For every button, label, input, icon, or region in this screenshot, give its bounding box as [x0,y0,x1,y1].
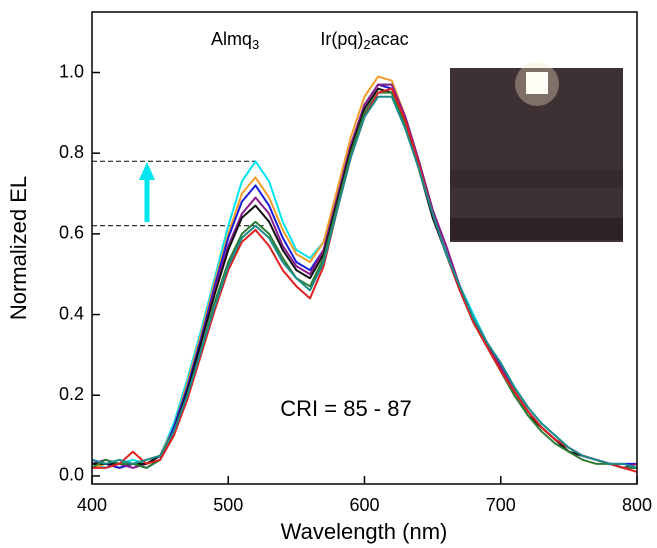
plot-frame [91,11,638,485]
annotation-text: Almq [211,29,252,49]
y-tick-label: 0.0 [59,465,84,485]
annotation-text: acac [371,29,409,49]
cri-label: CRI = 85 - 87 [280,396,411,421]
x-tick-label: 600 [349,495,379,515]
x-tick-label: 500 [213,495,243,515]
x-tick-label: 800 [622,495,652,515]
y-axis-label: Normalized EL [6,176,31,320]
y-tick-label: 0.2 [59,384,84,404]
y-tick-label: 1.0 [59,61,84,81]
cri-arrow [139,162,155,222]
annotation-text: Ir(pq) [320,29,363,49]
x-tick-label: 700 [486,495,516,515]
x-axis-label: Wavelength (nm) [281,519,448,544]
inset-photo [450,62,623,242]
annotation: Ir(pq)2acac [320,29,408,53]
annotation-subscript: 3 [252,38,259,53]
annotation-subscript: 2 [363,38,370,53]
y-tick-label: 0.6 [59,223,84,243]
y-tick-label: 0.4 [59,303,84,323]
series-line [91,95,638,469]
x-tick-label: 400 [77,495,107,515]
y-tick-label: 0.8 [59,142,84,162]
annotation: Almq3 [211,29,259,53]
